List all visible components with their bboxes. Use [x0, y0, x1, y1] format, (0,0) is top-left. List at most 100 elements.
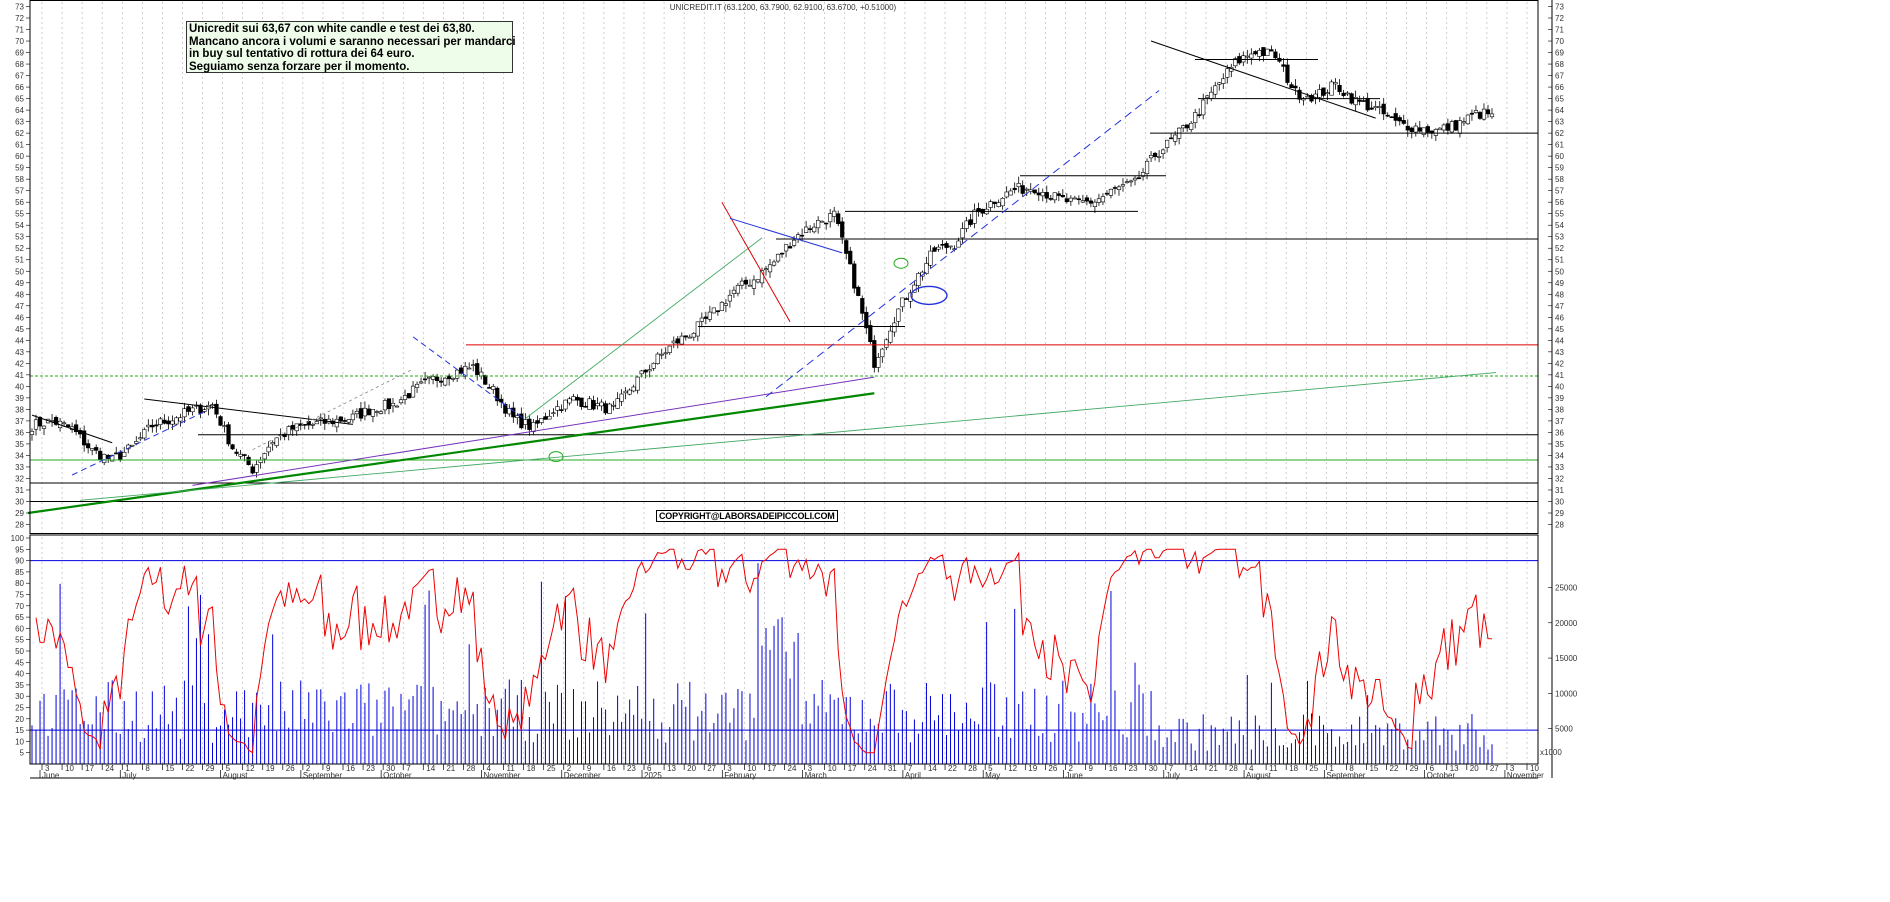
- x-day-label: 17: [85, 764, 94, 773]
- candle-body: [659, 353, 664, 356]
- candle-body: [1253, 51, 1258, 55]
- price-tick-label: 49: [15, 279, 24, 288]
- candle-body: [142, 429, 147, 439]
- candle-body: [527, 418, 532, 430]
- candle-body: [715, 310, 720, 313]
- x-day-label: 13: [1450, 764, 1459, 773]
- candle-body: [936, 246, 941, 250]
- candle-body: [1305, 95, 1310, 98]
- price-tick-label: 73: [15, 3, 24, 12]
- candle-body: [386, 398, 392, 409]
- price-tick-label: 45: [1555, 325, 1564, 334]
- candle-body: [238, 453, 243, 457]
- x-month-label: November: [483, 771, 520, 780]
- price-tick-label: 52: [15, 244, 24, 253]
- x-month-label: December: [564, 771, 601, 780]
- candle-body: [86, 443, 91, 449]
- candle-body: [900, 297, 905, 308]
- candle-body: [503, 404, 508, 414]
- candle-body: [266, 446, 271, 453]
- candle-body: [1393, 113, 1398, 121]
- candle-body: [94, 447, 99, 451]
- candle-body: [1477, 112, 1483, 119]
- price-tick-label: 48: [1555, 290, 1564, 299]
- price-tick-label: 30: [1555, 497, 1564, 506]
- x-day-label: 23: [366, 764, 375, 773]
- trendline-resistance: [144, 398, 353, 425]
- candle-body: [1056, 193, 1061, 196]
- trendline-long-support: [80, 372, 1497, 501]
- candle-body: [1225, 68, 1230, 78]
- osc-tick-label: 90: [15, 557, 24, 566]
- candle-body: [430, 376, 436, 380]
- candle-body: [968, 219, 973, 225]
- x-day-label: 16: [346, 764, 355, 773]
- candle-body: [338, 416, 343, 422]
- candle-body: [1425, 126, 1430, 133]
- candle-body: [1052, 192, 1057, 201]
- candle-body: [920, 271, 925, 277]
- candle-body: [916, 273, 921, 286]
- candle-body: [37, 416, 43, 427]
- candle-body: [158, 418, 163, 425]
- candle-body: [1321, 87, 1326, 96]
- candle-body: [655, 353, 660, 364]
- candle-body: [1128, 180, 1134, 183]
- x-month-label: July: [1166, 771, 1180, 780]
- x-day-label: 31: [888, 764, 897, 773]
- candle-body: [150, 424, 155, 428]
- candle-body: [130, 444, 135, 447]
- candle-body: [435, 376, 440, 381]
- price-tick-label: 69: [1555, 49, 1564, 58]
- x-day-label: 5: [988, 764, 993, 773]
- osc-tick-label: 70: [15, 602, 24, 611]
- x-day-label: 22: [185, 764, 194, 773]
- x-month-label: June: [42, 771, 60, 780]
- vertical-grid: [41, 2, 1528, 764]
- x-day-label: 24: [868, 764, 877, 773]
- candle-body: [603, 403, 608, 414]
- candle-body: [443, 377, 448, 386]
- candle-body: [1409, 127, 1414, 132]
- candle-body: [1369, 107, 1374, 110]
- x-day-label: 26: [286, 764, 295, 773]
- candle-body: [1453, 120, 1459, 131]
- volume-tick-label: 25000: [1555, 583, 1578, 592]
- candle-body: [1329, 81, 1334, 96]
- candle-body: [880, 348, 885, 358]
- candle-body: [1076, 198, 1081, 201]
- candle-body: [787, 246, 793, 249]
- candle-body: [848, 250, 853, 265]
- candle-body: [675, 338, 680, 344]
- candle-body: [1233, 58, 1238, 67]
- candle-body: [254, 464, 259, 473]
- x-day-label: 11: [1269, 764, 1278, 773]
- price-tick-label: 38: [15, 405, 24, 414]
- price-tick-label: 60: [15, 152, 24, 161]
- candle-body: [1108, 188, 1114, 196]
- candle-body: [1449, 121, 1454, 133]
- candle-body: [1417, 127, 1422, 132]
- price-tick-label: 37: [1555, 417, 1564, 426]
- candle-body: [1257, 50, 1262, 57]
- candle-body: [531, 422, 536, 433]
- price-tick-label: 35: [1555, 440, 1564, 449]
- x-day-label: 9: [1089, 764, 1094, 773]
- candle-body: [1437, 127, 1442, 131]
- price-tick-label: 51: [15, 256, 24, 265]
- candle-body: [350, 413, 355, 421]
- candle-body: [884, 339, 889, 348]
- x-month-label: August: [223, 771, 249, 780]
- candle-body: [711, 307, 716, 314]
- candle-body: [816, 220, 821, 229]
- candle-body: [1136, 177, 1142, 180]
- candle-body: [539, 418, 544, 423]
- candle-body: [559, 409, 564, 411]
- x-day-label: 6: [1430, 764, 1435, 773]
- trendline-blue-dash: [412, 336, 526, 421]
- candle-body: [1265, 48, 1270, 56]
- osc-tick-label: 65: [15, 613, 24, 622]
- candle-body: [844, 240, 849, 254]
- candle-body: [1140, 172, 1146, 177]
- candle-body: [41, 425, 47, 429]
